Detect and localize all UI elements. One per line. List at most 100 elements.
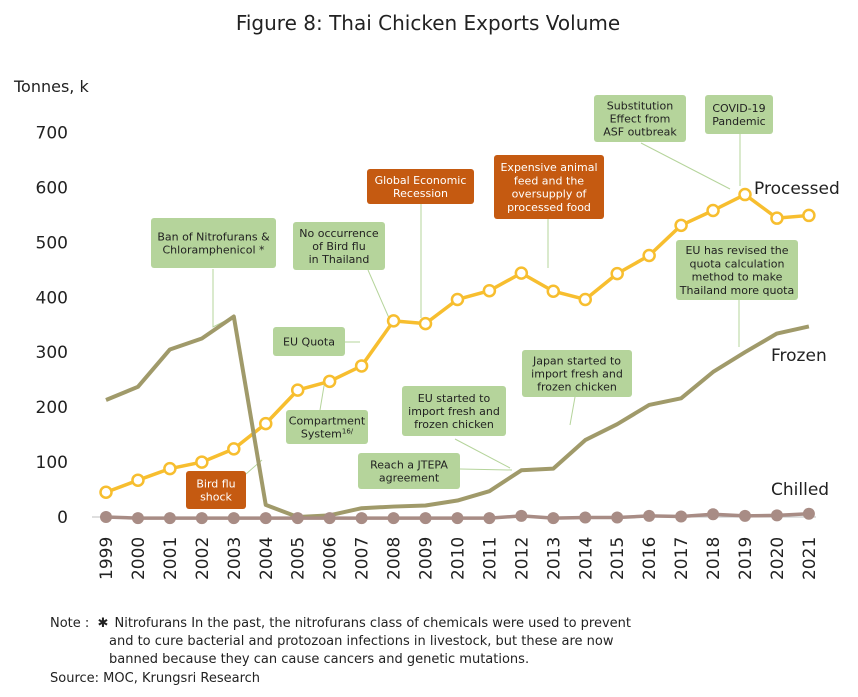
x-tick-label: 2010 [448,537,468,580]
data-point-chilled [515,509,528,522]
series-group [99,187,816,525]
data-point-processed [227,442,241,456]
data-point-chilled [675,510,688,523]
annotation-box [286,410,368,444]
y-tick-label: 300 [36,343,68,363]
x-tick-label: 2012 [512,537,532,580]
x-tick-label: 2001 [161,537,181,580]
data-point-chilled [100,511,112,523]
x-tick-label: 2015 [608,537,628,580]
annotation-text: EU started to [418,392,491,405]
annotation-box [594,95,686,142]
annotation-text: Pandemic [712,115,765,128]
annotation-text: Japan started to [532,354,621,367]
y-tick-label: 500 [36,233,68,253]
annotation-superscript: 16/ [342,428,354,436]
x-tick-label: 2016 [640,537,660,580]
data-point-processed [290,383,305,397]
x-tick-label: 2013 [544,537,564,580]
annotation-box [293,222,385,270]
data-point-chilled [451,512,464,525]
annotation-box [358,453,460,489]
data-point-processed [578,292,592,307]
annotation-text: quota calculation [690,257,785,270]
annotation-connector [367,269,390,319]
annotation-connector [640,142,731,190]
annotation-connectors [212,134,741,475]
x-tick-label: 2011 [480,537,500,580]
x-tick-label: 2008 [385,537,405,580]
x-tick-label: 2007 [353,537,373,580]
annotation-text: method to make [692,271,783,284]
data-point-processed [354,359,369,373]
data-point-processed [770,211,784,225]
x-tick-label: 2019 [736,537,756,580]
annotation-connector [569,396,576,426]
y-tick-label: 400 [36,288,68,308]
note-line-1: Note : ✱ Nitrofurans In the past, the ni… [50,615,631,633]
note-line-3: banned because they can cause cancers an… [109,652,530,667]
note-line-2: and to cure bacterial and protozoan infe… [109,634,614,649]
data-point-chilled [195,512,208,525]
data-point-processed [418,316,433,331]
data-point-processed [99,485,113,500]
x-tick-label: 2000 [129,537,149,580]
annotation-text: shock [200,491,232,504]
x-tick-label: 1999 [97,537,117,580]
annotation-connector [459,468,513,471]
annotation-text: Reach a JTEPA [370,458,448,471]
annotation-text: EU Quota [283,336,335,349]
y-axis-ticks: 0 100 200 300 400 500 600 700 [36,123,68,528]
annotations: Ban of Nitrofurans &Chloramphenicol * No … [151,95,798,509]
annotation-box [273,327,345,356]
data-point-processed [674,218,688,233]
x-tick-label: 2021 [800,537,820,580]
annotation-text: Effect from [610,113,671,126]
data-point-chilled [291,512,304,525]
x-tick-label: 2004 [257,537,277,580]
data-point-chilled [131,512,144,525]
annotation-text: EU has revised the [685,244,788,257]
annotation-text: import fresh and [408,405,500,418]
annotation-text: import fresh and [531,368,623,381]
annotation-text: in Thailand [309,253,370,266]
annotation-text: Chloramphenicol * [163,244,265,257]
annotation-text: oversupply of [512,188,588,201]
data-point-chilled [163,512,176,525]
y-tick-label: 100 [36,453,68,473]
x-tick-label: 2014 [576,537,596,580]
annotation-text: No occurrence [299,227,379,240]
data-point-chilled [259,512,272,525]
note-prefix: Note : [50,616,90,631]
y-tick-label: 600 [36,178,68,198]
data-point-processed [738,187,752,202]
data-point-processed [450,292,465,307]
x-tick-label: 2009 [417,537,437,580]
data-point-chilled [707,508,720,521]
series-label-frozen: Frozen [771,346,827,366]
annotation-text: ASF outbreak [603,126,677,139]
annotation-text: Global Economic [375,174,467,187]
annotation-box [676,240,798,300]
x-tick-label: 2003 [225,537,245,580]
annotation-text: processed food [507,201,591,214]
data-point-processed [386,314,401,328]
data-point-chilled [355,512,368,525]
data-point-processed [195,455,209,469]
source: Source: MOC, Krungsri Research [50,671,261,686]
x-tick-label: 2005 [289,537,309,580]
chart-title: Figure 8: Thai Chicken Exports Volume [236,11,620,35]
data-point-chilled [579,511,592,524]
data-point-chilled [611,511,624,524]
data-point-processed [131,473,145,487]
annotation-box [402,386,506,436]
annotation-box [705,95,773,134]
